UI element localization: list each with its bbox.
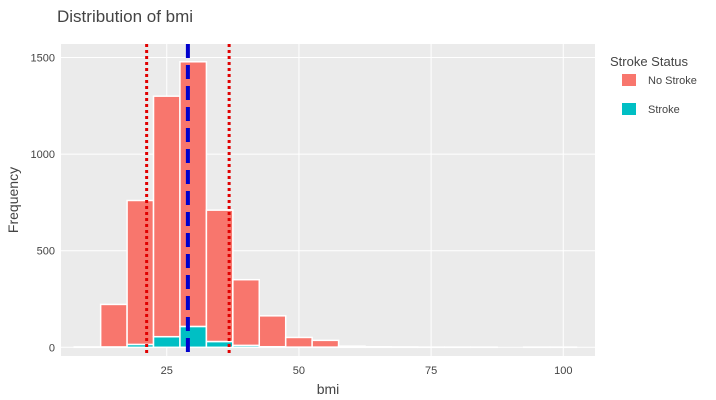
bar-no-stroke (337, 345, 366, 349)
bar-no-stroke (179, 61, 208, 328)
y-tick-label: 0 (49, 342, 55, 354)
y-tick-label: 1000 (31, 149, 55, 161)
bars (73, 61, 578, 349)
x-tick-label: 100 (554, 365, 572, 377)
x-tick-label: 75 (425, 365, 437, 377)
legend-item-label: Stroke (648, 104, 680, 116)
bar-no-stroke (284, 336, 313, 348)
legend-item-label: No Stroke (648, 75, 697, 87)
legend: Stroke Status No Stroke Stroke (610, 54, 697, 116)
legend-swatch (622, 103, 636, 115)
reference-lines (145, 44, 231, 356)
x-tick-label: 25 (161, 365, 173, 377)
bar-no-stroke (126, 199, 155, 346)
bar-stroke (152, 335, 181, 349)
bar-no-stroke (232, 278, 261, 347)
y-axis-title: Frequency (5, 167, 21, 233)
bar-no-stroke (258, 315, 287, 348)
bar-no-stroke (99, 303, 128, 348)
legend-title: Stroke Status (610, 54, 689, 69)
bar-no-stroke (311, 339, 340, 348)
bar-stroke (179, 325, 208, 349)
bar-no-stroke (364, 345, 393, 349)
bar-no-stroke (152, 95, 181, 338)
chart-title: Distribution of bmi (57, 7, 193, 26)
y-tick-label: 500 (37, 246, 55, 258)
y-tick-label: 1500 (31, 53, 55, 65)
x-axis-title: bmi (317, 381, 340, 397)
legend-swatch (622, 74, 636, 86)
x-tick-label: 50 (293, 365, 305, 377)
